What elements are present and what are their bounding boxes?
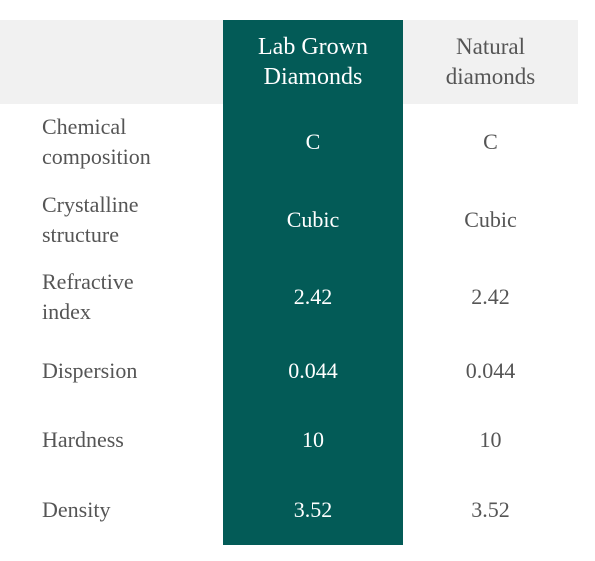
row-label-line1: Refractive — [42, 269, 134, 294]
header-natural-line2: diamonds — [445, 64, 536, 89]
cell-natural-crystalline-structure: Cubic — [464, 207, 517, 232]
header-lab-grown: Lab Grown Diamonds — [223, 20, 403, 104]
row-label-dispersion: Dispersion — [42, 358, 138, 383]
cell-lab-crystalline-structure: Cubic — [286, 207, 340, 232]
cell-lab-chemical-composition: C — [305, 129, 321, 154]
cell-natural-dispersion: 0.044 — [465, 358, 516, 383]
cell-lab-refractive-index: 2.42 — [293, 284, 333, 309]
cell-lab-density: 3.52 — [293, 497, 333, 522]
row-label-refractive-index: Refractive index — [42, 267, 217, 327]
row-label-line1: Chemical — [42, 114, 127, 139]
header-lab-grown-line1: Lab Grown — [258, 34, 368, 60]
row-label-hardness: Hardness — [42, 427, 124, 452]
row-label-crystalline-structure: Crystalline structure — [42, 190, 217, 250]
row-label-chemical-composition: Chemical composition — [42, 112, 217, 172]
header-natural: Natural diamonds — [403, 20, 578, 104]
header-natural-line1: Natural — [456, 34, 525, 59]
row-label-line2: structure — [42, 222, 119, 247]
row-label-line2: index — [42, 299, 91, 324]
row-label-line1: Crystalline — [42, 192, 139, 217]
cell-natural-chemical-composition: C — [483, 129, 498, 154]
cell-natural-refractive-index: 2.42 — [471, 284, 510, 309]
row-label-line2: composition — [42, 144, 151, 169]
cell-natural-hardness: 10 — [479, 427, 502, 452]
cell-lab-hardness: 10 — [302, 427, 324, 452]
cell-lab-dispersion: 0.044 — [288, 358, 338, 383]
cell-natural-density: 3.52 — [471, 497, 510, 522]
header-lab-grown-line2: Diamonds — [263, 64, 363, 90]
row-label-density: Density — [42, 497, 111, 522]
lab-grown-column-highlight — [223, 20, 403, 545]
